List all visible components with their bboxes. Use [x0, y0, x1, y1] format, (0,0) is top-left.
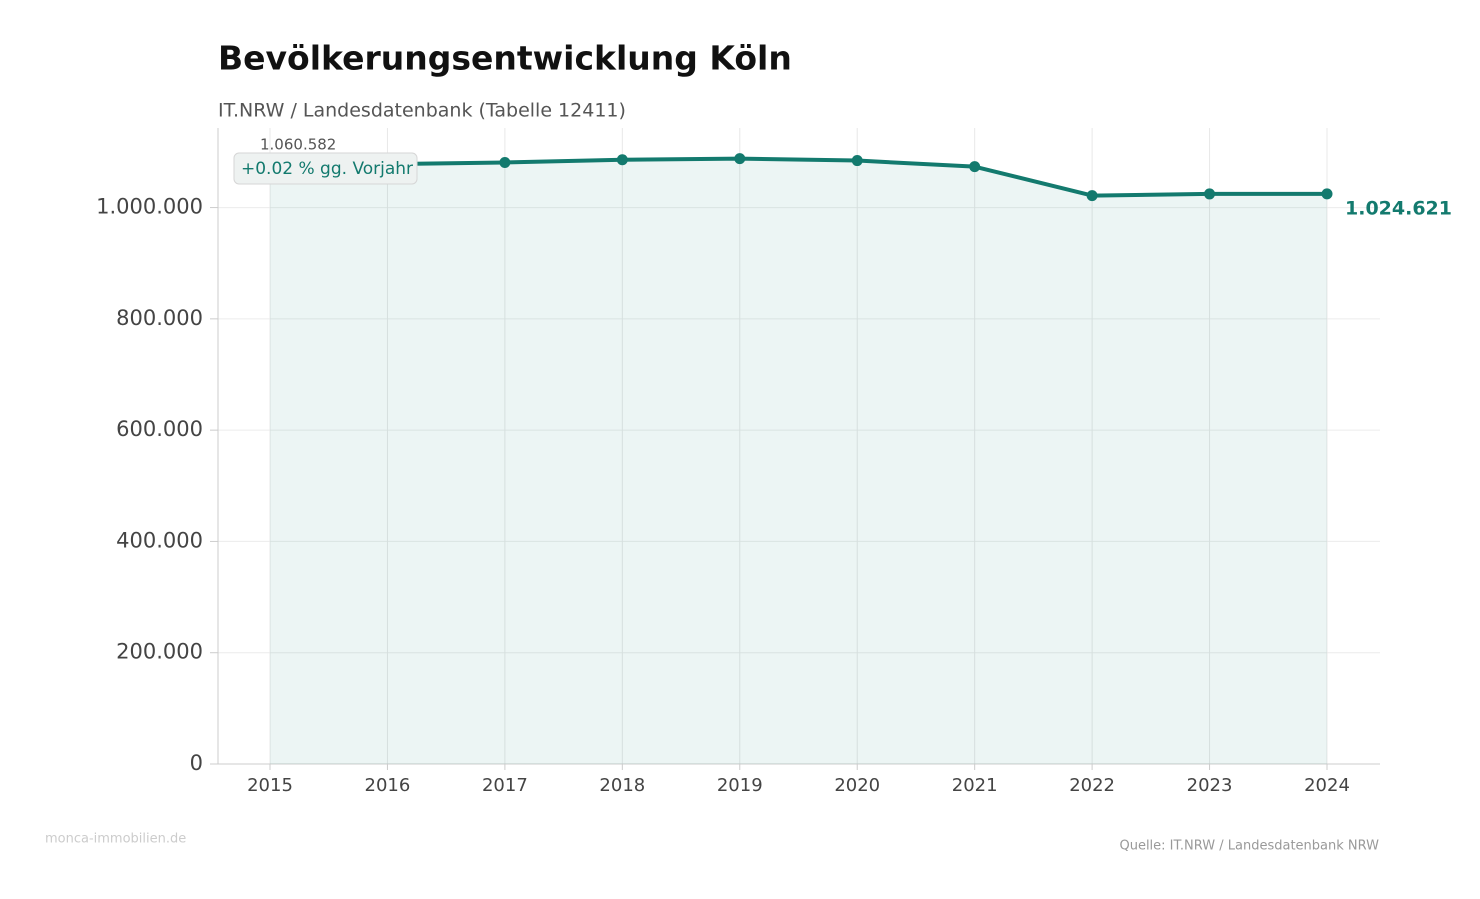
x-tick-label: 2018 [599, 775, 645, 796]
area [270, 158, 1327, 765]
point [969, 161, 981, 173]
point [616, 154, 628, 166]
point [851, 155, 863, 167]
chart-title: Bevölkerungsentwicklung Köln [218, 39, 792, 78]
x-tick-label: 2021 [952, 775, 998, 796]
x-tick-label: 2020 [834, 775, 880, 796]
line [269, 156, 1328, 198]
point [734, 153, 746, 165]
x-tick-label: 2022 [1069, 775, 1115, 796]
x-tick-label: 2015 [247, 775, 293, 796]
x-tick-label: 2024 [1304, 775, 1350, 796]
y-tick-label: 200.000 [116, 640, 203, 664]
y-tick-label: 400.000 [116, 528, 203, 552]
point [1321, 188, 1333, 200]
value-label: 1.060.582 [260, 136, 336, 154]
annotation: +0.02 % gg. Vorjahr [241, 159, 413, 179]
x-tick-label: 2017 [482, 775, 528, 796]
x-tick-label: 2019 [717, 775, 763, 796]
point [1204, 188, 1216, 200]
x-tick-label: 2016 [365, 775, 411, 796]
value-label: 1.024.621 [1345, 198, 1452, 220]
y-tick-label: 600.000 [116, 417, 203, 441]
point [499, 156, 511, 168]
watermark: monca-immobilien.de [45, 832, 186, 847]
y-tick-label: 0 [190, 751, 203, 775]
source-note: Quelle: IT.NRW / Landesdatenbank NRW [1119, 839, 1379, 854]
point [1086, 190, 1098, 202]
y-tick-label: 1.000.000 [96, 195, 203, 219]
chart-subtitle: IT.NRW / Landesdatenbank (Tabelle 12411) [218, 100, 626, 122]
annotation-box [233, 152, 418, 185]
y-tick-label: 800.000 [116, 306, 203, 330]
x-tick-label: 2023 [1187, 775, 1233, 796]
